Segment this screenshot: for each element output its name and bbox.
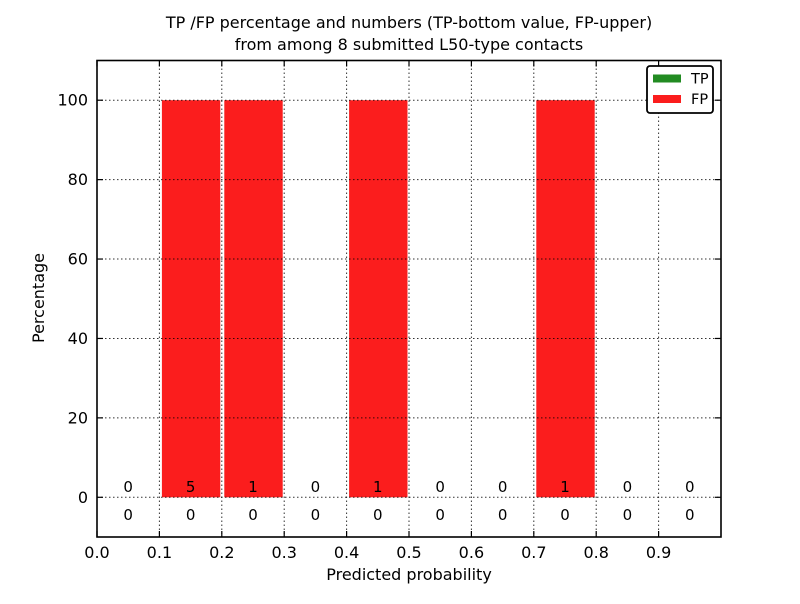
- tp-count-label: 0: [123, 506, 133, 524]
- y-tick-label: 80: [68, 170, 88, 189]
- x-tick-label: 0.5: [396, 543, 421, 562]
- fp-count-label: 0: [685, 478, 695, 496]
- y-tick-label: 20: [68, 408, 88, 427]
- plot-border: [96, 59, 722, 538]
- fp-count-label: 5: [186, 478, 196, 496]
- tp-count-label: 0: [373, 506, 383, 524]
- legend: TP FP: [646, 65, 714, 114]
- x-tick-label: 0.1: [147, 543, 172, 562]
- y-tick-label: 60: [68, 250, 88, 269]
- x-tick-label: 0.6: [459, 543, 484, 562]
- tp-count-label: 0: [435, 506, 445, 524]
- y-axis-label: Percentage: [29, 253, 48, 343]
- x-tick-label: 0.8: [583, 543, 608, 562]
- count-labels-layer: 0 5 1 0 1 0 0 1 0 00 0 0 0 0 0 0 0 0 0: [123, 478, 694, 524]
- legend-swatch-fp: [653, 95, 681, 103]
- fp-bar: [349, 100, 408, 498]
- legend-swatch-tp: [653, 74, 681, 83]
- fp-count-label: 0: [435, 478, 445, 496]
- y-tick-label: 0: [78, 488, 88, 507]
- fp-count-label: 0: [498, 478, 508, 496]
- gridlines-layer: [97, 60, 721, 537]
- chart-title-line-1: TP /FP percentage and numbers (TP-bottom…: [165, 13, 652, 32]
- tp-count-label: 0: [186, 506, 196, 524]
- tp-count-label: 0: [685, 506, 695, 524]
- x-tick-label: 0.3: [271, 543, 296, 562]
- x-axis-label: Predicted probability: [326, 565, 492, 584]
- y-tick-label: 100: [57, 91, 88, 110]
- tp-count-label: 0: [248, 506, 258, 524]
- y-tick-label: 40: [68, 329, 88, 348]
- tick-marks-layer: [96, 60, 721, 537]
- fp-count-label: 0: [123, 478, 133, 496]
- tick-labels-layer: 0.0 0.1 0.2 0.3 0.4 0.5 0.6 0.7 0.8 0.9 0 20 40 60 80 1…: [57, 91, 671, 562]
- x-tick-label: 0.2: [209, 543, 234, 562]
- tp-count-label: 0: [498, 506, 508, 524]
- fp-bar: [536, 100, 595, 498]
- legend-label-fp: FP: [691, 92, 708, 108]
- tp-count-label: 0: [623, 506, 633, 524]
- fp-bar: [161, 100, 221, 498]
- chart-title-line-2: from among 8 submitted L50-type contacts: [235, 35, 584, 54]
- fp-bar: [224, 100, 283, 498]
- x-tick-label: 0.9: [646, 543, 671, 562]
- fp-count-label: 1: [373, 478, 383, 496]
- legend-label-tp: TP: [690, 72, 709, 88]
- x-tick-label: 0.4: [334, 543, 359, 562]
- fp-count-label: 1: [248, 478, 258, 496]
- fp-count-label: 0: [311, 478, 321, 496]
- tp-count-label: 0: [311, 506, 321, 524]
- bars-layer: [161, 100, 595, 498]
- x-tick-label: 0.7: [521, 543, 546, 562]
- tp-count-label: 0: [560, 506, 570, 524]
- fp-count-label: 0: [623, 478, 633, 496]
- fp-count-label: 1: [560, 478, 570, 496]
- x-tick-label: 0.0: [84, 543, 109, 562]
